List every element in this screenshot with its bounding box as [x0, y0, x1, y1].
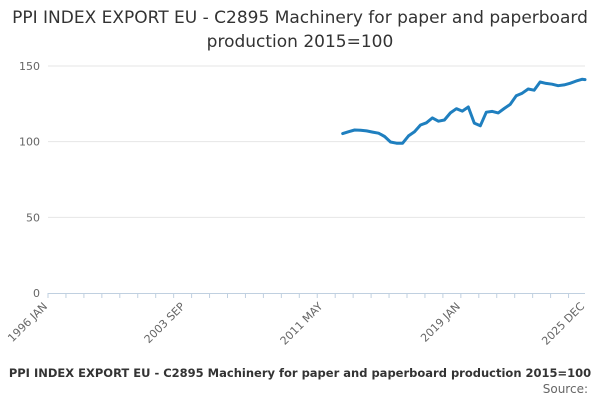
data-point — [479, 124, 482, 127]
x-tick-label: 2011 MAY — [278, 300, 326, 348]
y-tick-label: 0 — [33, 287, 40, 300]
y-tick-label: 150 — [19, 60, 40, 73]
data-point — [568, 82, 572, 85]
data-point — [395, 141, 398, 145]
data-point — [473, 121, 476, 125]
data-point — [514, 94, 518, 98]
data-point — [365, 129, 368, 133]
data-point — [509, 103, 512, 106]
data-point — [383, 135, 386, 138]
data-point — [389, 140, 392, 144]
source-label: Source: — [542, 382, 588, 396]
data-point — [467, 105, 470, 109]
data-point — [491, 110, 494, 113]
chart-title: PPI INDEX EXPORT EU - C2895 Machinery fo… — [12, 8, 588, 52]
data-point — [371, 130, 374, 134]
data-point — [550, 82, 554, 86]
data-point — [341, 132, 344, 135]
data-point — [520, 92, 524, 95]
data-point — [497, 111, 500, 115]
data-point — [431, 116, 434, 120]
data-point — [377, 131, 380, 135]
x-tick-label: 2025 DEC — [539, 300, 587, 348]
x-tick-label: 2003 SEP — [142, 300, 188, 346]
data-point — [419, 123, 422, 127]
data-point — [562, 83, 566, 87]
data-point — [359, 129, 362, 132]
legend-series-label: PPI INDEX EXPORT EU - C2895 Machinery fo… — [8, 366, 592, 380]
data-point — [532, 89, 536, 92]
data-point — [526, 87, 530, 91]
data-point — [461, 109, 464, 113]
data-point — [503, 107, 506, 110]
data-point — [583, 78, 587, 81]
data-point — [544, 82, 548, 85]
series-layer — [341, 77, 587, 145]
data-point — [353, 128, 356, 132]
data-point — [401, 142, 404, 145]
data-point — [407, 134, 410, 138]
y-tick-label: 100 — [19, 136, 40, 149]
data-point — [413, 130, 416, 134]
data-point — [455, 107, 458, 110]
x-tick-label: 1996 JAN — [5, 300, 50, 345]
x-tick-label: 2019 JAN — [418, 300, 463, 345]
data-point — [485, 110, 488, 114]
data-point — [443, 118, 446, 122]
gridlines — [48, 65, 585, 218]
data-point — [437, 120, 440, 123]
data-point — [538, 80, 542, 84]
data-point — [556, 84, 560, 87]
data-point — [425, 121, 428, 124]
data-point — [574, 79, 578, 83]
x-axis — [47, 293, 585, 298]
x-axis-tick-labels: 1996 JAN 2003 SEP 2011 MAY 2019 JAN 2025 DEC — [5, 300, 587, 348]
data-point — [449, 111, 452, 115]
y-tick-label: 50 — [26, 211, 40, 224]
data-point — [347, 130, 350, 133]
y-axis-tick-labels: 0 50 100 150 — [19, 60, 40, 300]
data-point — [580, 78, 584, 81]
